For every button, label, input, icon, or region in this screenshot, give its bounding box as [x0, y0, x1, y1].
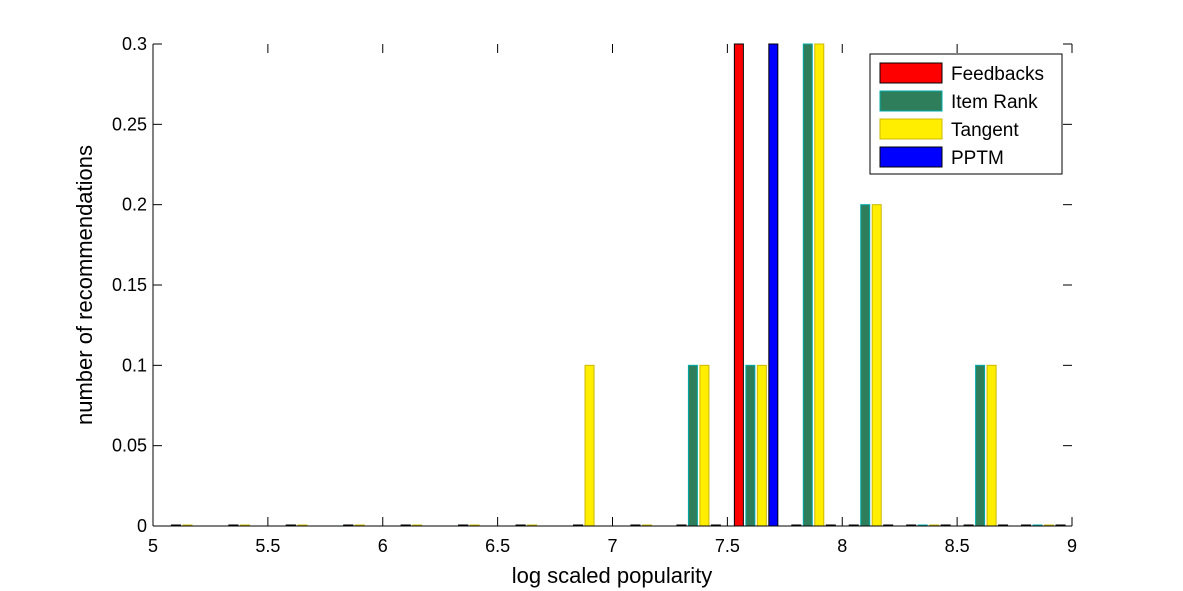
bar-tangent — [986, 364, 997, 527]
bar-item-rank — [687, 364, 698, 527]
bar-tangent — [699, 364, 710, 527]
bar-tangent — [814, 43, 825, 527]
legend-label-feedbacks: Feedbacks — [951, 64, 1044, 85]
bar-tangent — [871, 204, 882, 527]
legend-swatch-feedbacks — [879, 62, 943, 84]
bar-item-rank — [745, 364, 756, 527]
x-tick-label: 6.5 — [485, 536, 510, 556]
y-tick-label: 0.05 — [112, 436, 147, 456]
y-tick-label: 0.25 — [112, 114, 147, 134]
bar-item-rank — [802, 43, 813, 527]
y-tick-label: 0.3 — [122, 34, 147, 54]
x-tick-label: 8 — [837, 536, 847, 556]
legend-swatch-tangent — [879, 118, 943, 140]
legend-swatch-pptm — [879, 146, 943, 168]
bar-tangent — [756, 364, 767, 527]
bar-feedbacks — [733, 43, 744, 527]
bar-pptm — [768, 43, 779, 527]
x-tick-label: 5.5 — [255, 536, 280, 556]
x-tick-label: 7.5 — [715, 536, 740, 556]
legend: Feedbacks Item Rank Tangent PPTM — [869, 53, 1063, 175]
y-tick-label: 0.2 — [122, 195, 147, 215]
legend-label-item-rank: Item Rank — [951, 92, 1038, 113]
y-axis-label: number of recommendations — [72, 145, 97, 425]
x-axis-label: log scaled popularity — [512, 563, 713, 588]
x-tick-label: 8.5 — [945, 536, 970, 556]
x-tick-label: 9 — [1067, 536, 1077, 556]
bar-item-rank — [975, 364, 986, 527]
legend-label-pptm: PPTM — [951, 148, 1004, 169]
y-tick-label: 0.15 — [112, 275, 147, 295]
y-tick-label: 0.1 — [122, 355, 147, 375]
y-tick-label: 0 — [137, 516, 147, 536]
legend-swatch-item-rank — [879, 90, 943, 112]
x-tick-label: 6 — [378, 536, 388, 556]
bar-item-rank — [860, 204, 871, 527]
y-ticks: 0 0.05 0.1 0.15 0.2 0.25 0.3 — [112, 34, 1072, 536]
x-ticks: 5 5.5 6 6.5 7 7.5 8 8.5 9 — [148, 44, 1077, 556]
x-tick-label: 5 — [148, 536, 158, 556]
x-tick-label: 7 — [607, 536, 617, 556]
legend-label-tangent: Tangent — [951, 120, 1019, 141]
bar-tangent — [584, 364, 595, 527]
